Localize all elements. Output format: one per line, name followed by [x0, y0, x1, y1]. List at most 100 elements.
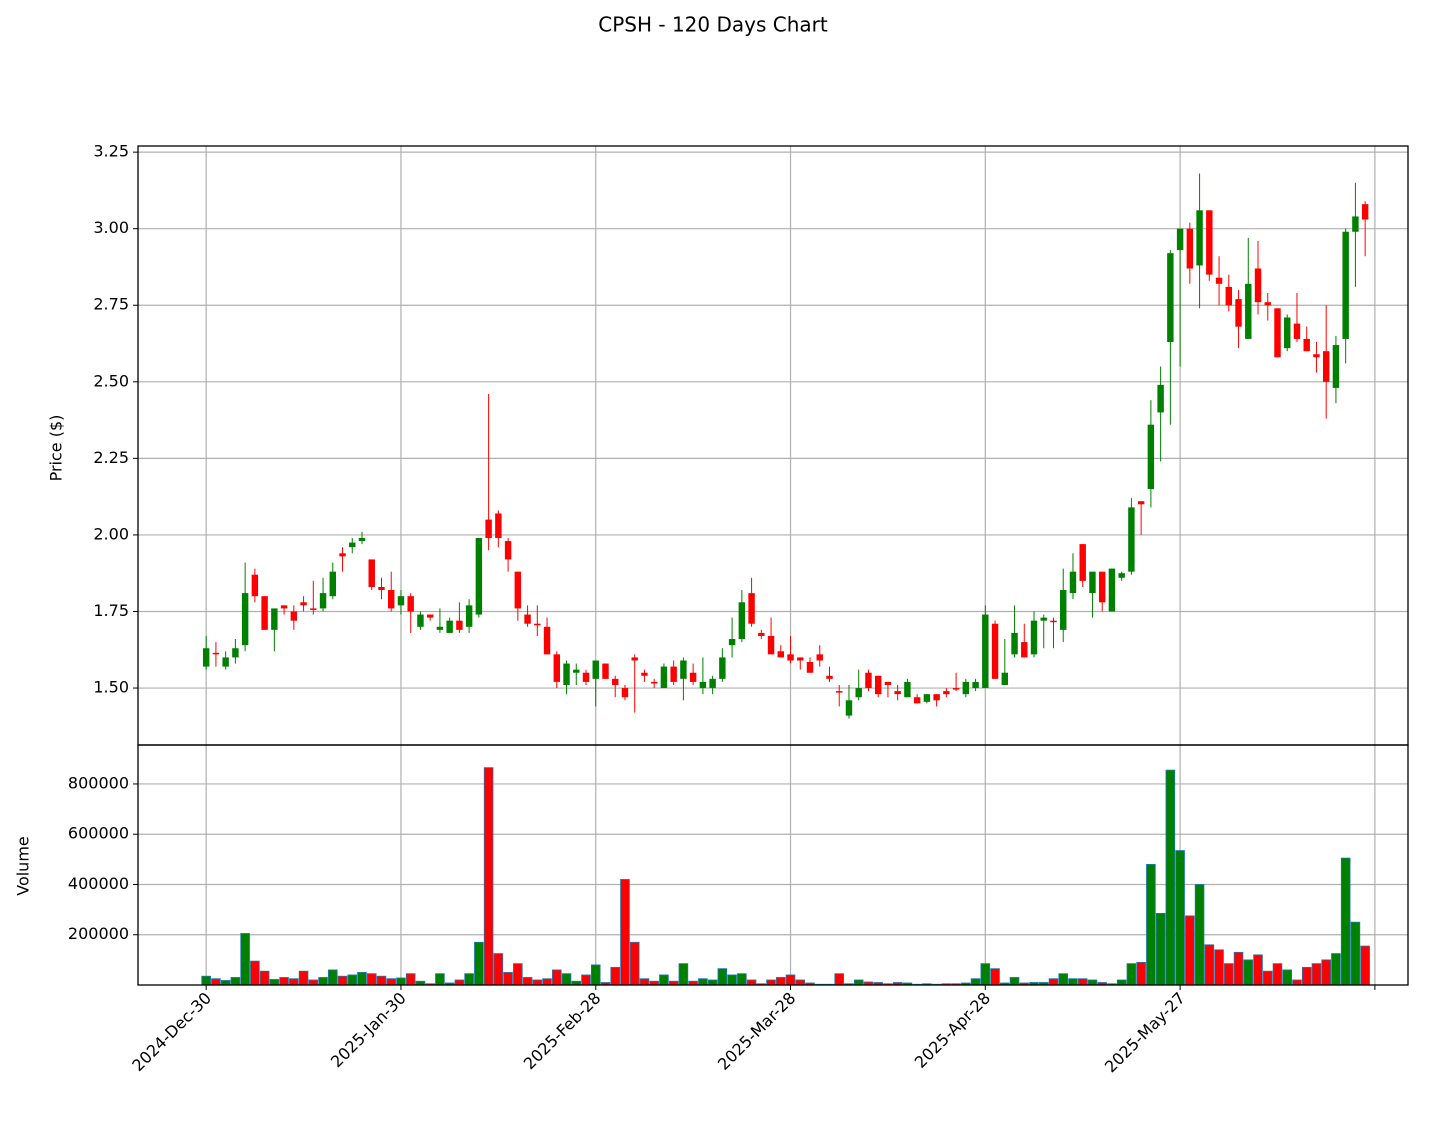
volume-bar — [561, 973, 572, 986]
y-tick-label: 2.25 — [93, 448, 129, 467]
candle-body — [845, 700, 853, 716]
volume-bar — [698, 978, 708, 986]
volume-bar — [405, 973, 416, 986]
candle-body — [943, 691, 950, 695]
candle-body — [1050, 620, 1057, 623]
volume-bar — [620, 879, 630, 986]
volume-bar — [220, 980, 231, 986]
candle-body — [436, 626, 444, 630]
candle-body — [806, 662, 814, 673]
candle-body — [290, 611, 298, 621]
x-tick-label: 2025-Apr-28 — [911, 988, 994, 1071]
volume-bar — [474, 941, 484, 986]
candle-body — [855, 688, 862, 698]
volume-bar — [318, 977, 328, 986]
volume-bar — [1214, 949, 1224, 986]
candle-body — [962, 681, 970, 695]
candle-body — [1108, 568, 1116, 612]
candle-body — [563, 663, 570, 685]
candle-body — [1040, 617, 1047, 621]
candle-body — [319, 593, 327, 609]
volume-bar — [1146, 863, 1156, 986]
volume-bar — [1009, 977, 1020, 986]
grid — [138, 146, 1408, 985]
candle-body — [573, 669, 580, 673]
candle-body — [582, 672, 590, 682]
candle-body — [621, 688, 629, 698]
volume-bar — [581, 974, 591, 986]
candle-body — [1313, 354, 1320, 358]
candle-body — [504, 541, 512, 560]
volume-bar — [776, 977, 786, 986]
volume-bar — [1233, 951, 1244, 986]
volume-tick-label: 800000 — [68, 773, 129, 792]
candle-body — [1284, 317, 1291, 349]
volume-frame — [137, 744, 1409, 986]
candle-body — [680, 660, 687, 679]
candle-body — [797, 657, 804, 661]
volume-bar — [727, 974, 737, 986]
volume-bar — [1282, 969, 1293, 986]
volume-bar — [1068, 978, 1078, 986]
volume-bar — [1311, 963, 1322, 986]
volume-bar — [386, 978, 397, 986]
volume-bar — [522, 977, 533, 986]
volume-bar — [678, 963, 689, 986]
volume-bar — [590, 964, 601, 986]
volume-bar — [1116, 979, 1127, 986]
volume-bar — [1340, 857, 1351, 986]
candle-body — [787, 654, 794, 661]
volume-tick-label: 400000 — [68, 874, 129, 893]
candle-body — [1176, 228, 1184, 251]
candle-body — [650, 681, 658, 684]
candle-body — [1293, 323, 1301, 339]
candle-body — [641, 672, 648, 676]
candle-body — [719, 657, 726, 679]
candle-body — [543, 626, 551, 655]
volume-bar — [1204, 944, 1215, 986]
candle-body — [1128, 507, 1135, 572]
y-tick-label: 2.75 — [93, 295, 129, 314]
volume-bar — [1136, 961, 1146, 986]
volume-bar — [737, 973, 747, 986]
candle-body — [1274, 308, 1281, 358]
candle-body — [952, 688, 960, 690]
volume-bar — [1292, 979, 1302, 986]
candle-body — [417, 614, 424, 627]
volume-bar — [707, 979, 718, 986]
candle-body — [261, 596, 268, 630]
volume-bar — [990, 968, 1000, 986]
volume-bar — [1301, 967, 1312, 986]
volume-bar — [1077, 978, 1088, 986]
y-tick-label: 3.00 — [93, 218, 129, 237]
candle-body — [631, 657, 638, 661]
candle-body — [1264, 302, 1271, 306]
candle-body — [251, 574, 259, 597]
volume-bar — [513, 963, 523, 986]
volume-bar — [240, 933, 250, 986]
candle-body — [923, 694, 931, 702]
candle-body — [874, 675, 882, 695]
candle-body — [310, 608, 317, 610]
volume-bar — [970, 978, 981, 986]
candle-body — [339, 553, 346, 557]
volume-bar — [347, 974, 358, 986]
candle-body — [767, 635, 775, 655]
candle-body — [1098, 571, 1106, 603]
y-tick-label: 2.50 — [93, 371, 129, 390]
volume-bar — [250, 960, 260, 986]
candle-body — [212, 652, 220, 655]
candle-body — [426, 614, 434, 618]
candle-body — [514, 571, 522, 609]
candle-body — [553, 654, 561, 682]
candle-body — [388, 590, 395, 609]
candle-body — [1001, 672, 1009, 685]
volume-bar — [1360, 945, 1370, 986]
volume-bar — [1350, 921, 1361, 986]
candle-body — [865, 672, 872, 689]
candle-body — [280, 605, 288, 609]
candle-body — [1186, 228, 1194, 269]
volume-bar — [366, 973, 377, 986]
x-tick-label: 2025-Mar-28 — [714, 988, 799, 1073]
